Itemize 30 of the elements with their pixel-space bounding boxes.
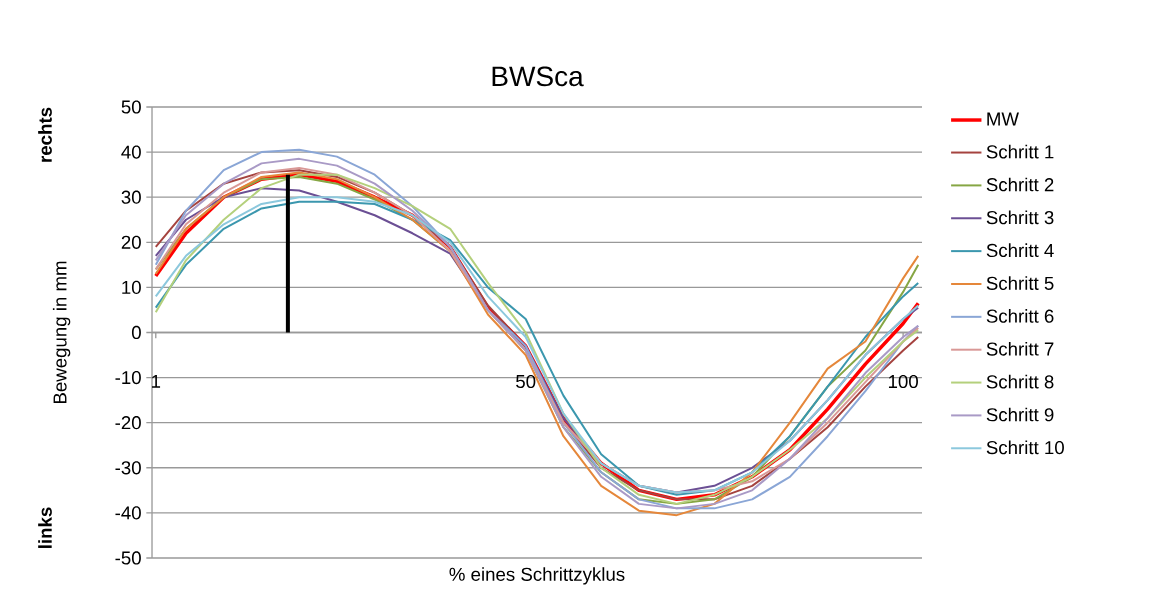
x-tick-label: 100 (888, 374, 918, 389)
y-tick-label: 10 (122, 280, 141, 295)
y-tick-label: -10 (115, 370, 141, 385)
legend-label: Schritt 4 (986, 243, 1054, 258)
x-axis-title: % eines Schrittzyklus (449, 567, 625, 585)
legend-label: Schritt 8 (986, 374, 1054, 389)
text: rechts (38, 107, 52, 162)
y-tick-label: 20 (121, 235, 141, 249)
legend-label: Schritt 5 (986, 276, 1054, 290)
legend-label: Schritt 10 (986, 440, 1064, 455)
y-tick-label: 30 (121, 190, 141, 204)
y-tick-label: 50 (121, 100, 141, 114)
legend-label: Schritt 2 (986, 177, 1054, 192)
legend-label: Schritt 9 (986, 407, 1054, 422)
legend-label: Schritt 1 (986, 144, 1054, 159)
y-tick-label: -30 (115, 461, 141, 475)
legend-label: MW (987, 112, 1019, 126)
y-tick-label: -50 (115, 551, 141, 565)
text: links (38, 507, 52, 548)
legend-label: Schritt 3 (986, 210, 1054, 225)
chart-title: BWSca (492, 66, 584, 87)
x-tick-label: 50 (516, 374, 536, 389)
legend-label: Schritt 7 (986, 341, 1054, 356)
y-tick-label: -40 (115, 506, 141, 520)
y-tick-label: 40 (121, 145, 141, 159)
y-tick-label: -20 (115, 416, 141, 430)
y-tick-label: 0 (131, 325, 141, 340)
y-axis-title: Bewegung in mm (52, 261, 71, 404)
legend-label: Schritt 6 (986, 309, 1054, 323)
x-tick-label: 1 (152, 374, 161, 388)
